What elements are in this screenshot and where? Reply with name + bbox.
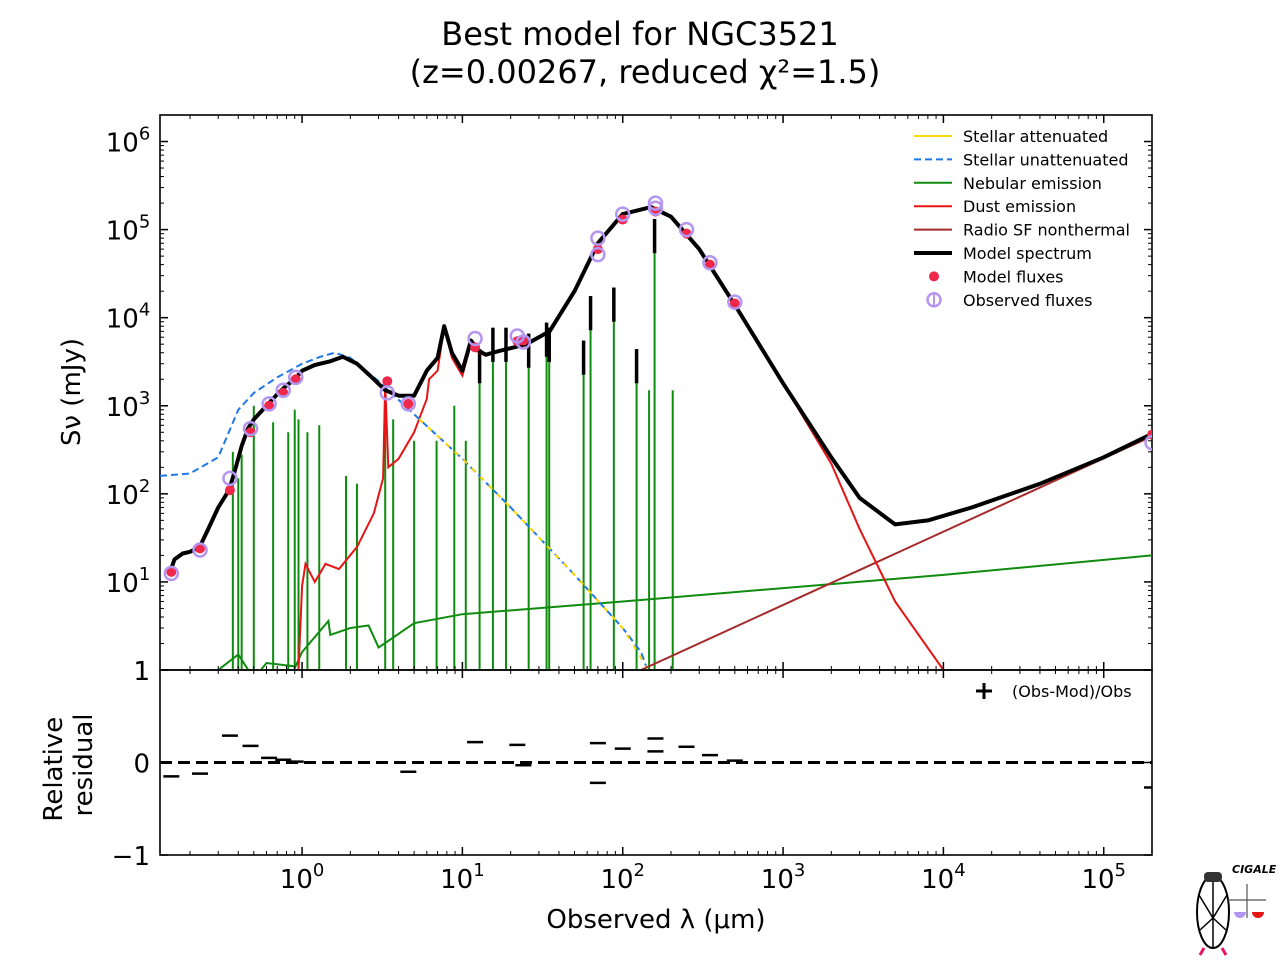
observed-flux-point bbox=[379, 385, 396, 401]
observed-flux-point bbox=[727, 294, 743, 310]
observed-flux-point bbox=[590, 246, 606, 263]
y-tick-label: 1 bbox=[133, 657, 150, 687]
observed-flux-point bbox=[287, 369, 304, 386]
logo-text: CIGALE bbox=[1232, 863, 1277, 876]
bottom-legend: (Obs-Mod)/Obs bbox=[976, 682, 1132, 701]
model-flux-point bbox=[403, 398, 414, 409]
top-y-tick-labels: 1 101 102 103 104 105 106 bbox=[106, 124, 151, 687]
cigale-cicada-logo-icon bbox=[1196, 872, 1266, 956]
model-flux-point bbox=[704, 259, 715, 270]
x-tick-label: 102 bbox=[600, 860, 645, 895]
x-tick-label: 100 bbox=[280, 860, 325, 895]
observed-flux-point bbox=[242, 420, 259, 437]
legend-label: Stellar unattenuated bbox=[963, 150, 1128, 169]
y-tick-label: 104 bbox=[106, 300, 151, 335]
y-tick-label: 103 bbox=[106, 388, 151, 423]
legend-label: Dust emission bbox=[963, 197, 1076, 216]
x-tick-label: 105 bbox=[1081, 860, 1126, 895]
y-tick-label: 105 bbox=[106, 212, 151, 247]
chart-title: Best model for NGC3521 bbox=[441, 15, 839, 53]
y-tick-label: 106 bbox=[106, 124, 151, 159]
observed-flux-point bbox=[614, 206, 631, 222]
y-tick-label: 1 bbox=[133, 657, 150, 687]
x-axis-label: Observed λ (μm) bbox=[546, 905, 765, 935]
model-flux-point bbox=[224, 485, 235, 496]
model-flux-point bbox=[195, 543, 206, 554]
radio-sf-nonthermal-series bbox=[640, 435, 1152, 670]
model-flux-point bbox=[166, 566, 177, 577]
observed-flux-point bbox=[275, 382, 291, 398]
legend-label: Model fluxes bbox=[963, 267, 1064, 286]
dust-emission-series bbox=[297, 206, 945, 670]
observed-flux-point bbox=[400, 396, 417, 412]
model-spectrum-series bbox=[168, 205, 1152, 573]
y-tick-label: −1 bbox=[112, 842, 150, 872]
cigale-logo: CIGALE bbox=[1196, 863, 1277, 956]
legend-marker bbox=[926, 292, 942, 308]
x-tick-label: 103 bbox=[761, 860, 806, 895]
residual-points bbox=[163, 734, 1152, 789]
observed-flux-point bbox=[163, 565, 180, 582]
x-tick-labels: 100 101 102 103 104 105 bbox=[280, 860, 1126, 895]
observed-flux-point bbox=[678, 221, 695, 238]
observed-flux-point bbox=[222, 470, 238, 487]
observed-flux-point bbox=[467, 330, 483, 347]
nebular-emission-lines bbox=[231, 218, 674, 670]
residual-legend-label: (Obs-Mod)/Obs bbox=[1012, 682, 1132, 701]
top-plot-area bbox=[160, 195, 1152, 670]
observed-flux-point bbox=[647, 200, 664, 216]
bottom-axis-ticks bbox=[160, 115, 1153, 856]
observed-flux-point bbox=[590, 230, 606, 246]
legend-label: Nebular emission bbox=[963, 174, 1102, 193]
observed-flux-point bbox=[261, 396, 277, 412]
y-tick-label: 102 bbox=[106, 476, 151, 511]
y-tick-label: 0 bbox=[133, 750, 150, 780]
residual-legend-marker bbox=[976, 683, 992, 699]
bottom-y-tick-labels: 1 0 −1 bbox=[112, 657, 150, 872]
chart-subtitle: (z=0.00267, reduced χ²=1.5) bbox=[410, 53, 881, 91]
x-tick-label: 104 bbox=[921, 860, 966, 895]
nebular-emission-series bbox=[217, 554, 1152, 670]
top-axis-ticks bbox=[160, 114, 1152, 671]
legend-label: Model spectrum bbox=[963, 244, 1092, 263]
observed-fluxes-points bbox=[163, 195, 1152, 582]
top-y-axis-label: Sν (mJy) bbox=[57, 338, 87, 446]
model-flux-point bbox=[729, 298, 740, 309]
observed-flux-point bbox=[1144, 435, 1152, 451]
legend-label: Radio SF nonthermal bbox=[963, 221, 1130, 240]
legend-label: Observed fluxes bbox=[963, 291, 1092, 310]
model-flux-point bbox=[290, 374, 301, 385]
top-legend: Stellar attenuated Stellar unattenuated Ne… bbox=[914, 127, 1130, 310]
legend-label: Stellar attenuated bbox=[963, 127, 1108, 146]
observed-flux-point bbox=[515, 334, 532, 350]
observed-flux-point bbox=[192, 542, 208, 558]
observed-flux-point bbox=[647, 195, 664, 211]
stellar-attenuated-series bbox=[413, 413, 648, 667]
x-tick-label: 101 bbox=[440, 860, 485, 895]
bottom-y-axis-label: Relative residual bbox=[39, 708, 99, 821]
bottom-plot-area bbox=[160, 734, 1152, 789]
y-tick-label: 101 bbox=[106, 564, 151, 599]
legend-marker bbox=[929, 271, 939, 282]
observed-flux-point bbox=[702, 255, 718, 271]
model-flux-point bbox=[264, 400, 275, 411]
model-flux-point bbox=[382, 376, 393, 387]
